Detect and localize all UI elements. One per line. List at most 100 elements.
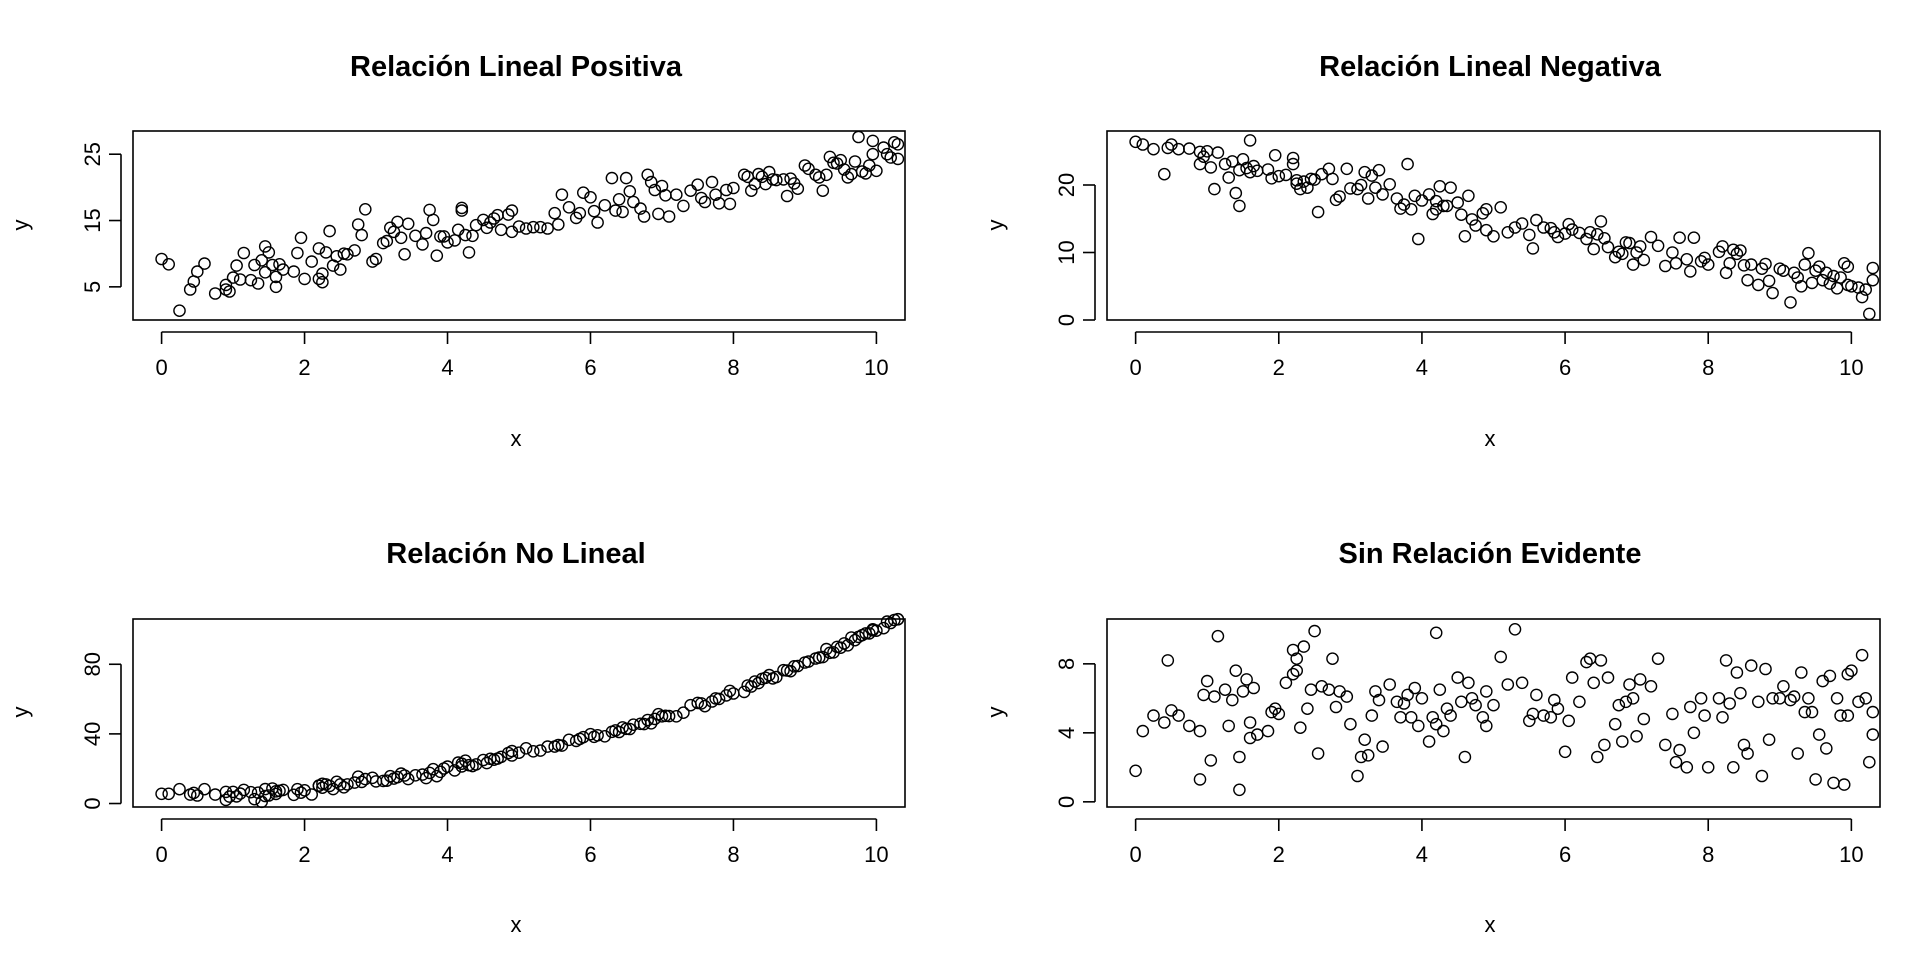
data-point [394,231,408,245]
data-point [1404,202,1418,216]
y-tick-label: 0 [1054,314,1079,326]
data-point [223,285,236,298]
data-point [1591,750,1604,764]
data-point [1841,709,1855,722]
data-point [341,778,354,791]
data-point [1129,135,1142,149]
data-point [1129,764,1142,778]
data-point [1204,161,1218,174]
data-point [519,742,533,755]
data-point [802,655,815,668]
data-point [419,226,433,240]
data-point [1354,178,1368,192]
data-point [1784,693,1797,707]
data-point [1644,680,1658,693]
data-point [791,182,805,195]
data-point [1390,695,1404,709]
data-point [1744,258,1758,271]
data-point [173,782,186,796]
y-axis: 5 15 25 [80,142,122,293]
data-point [1630,730,1643,743]
data-point [1429,626,1443,640]
data-point [1268,148,1282,162]
y-axis: 0 4 8 [1054,658,1096,808]
data-point [1637,712,1651,726]
data-point [1798,705,1812,719]
data-point [1147,709,1160,722]
data-point [1301,702,1314,716]
data-point [1404,711,1418,724]
scatter-points [155,612,905,809]
data-point [841,171,855,184]
data-point [348,244,361,257]
y-axis: 0 10 20 [1054,173,1096,326]
data-point [870,164,883,178]
data-point [584,727,597,741]
data-point [1565,223,1579,236]
data-point [484,216,497,229]
data-point [1455,208,1468,221]
data-point [1422,188,1436,201]
data-point [770,670,783,684]
data-point [1737,738,1751,752]
data-point [1365,709,1379,722]
x-tick-label: 10 [864,355,888,380]
data-point [1537,709,1550,722]
data-point [1698,709,1711,722]
data-point [1673,743,1686,757]
data-point [1515,217,1529,230]
data-point [1240,673,1253,686]
plot-frame [1106,130,1881,321]
data-point [1369,685,1382,698]
data-point [262,246,276,259]
data-point [1537,221,1550,234]
data-point [1669,256,1683,270]
data-point [1762,274,1776,288]
data-point [1791,747,1804,760]
data-point [1837,778,1851,791]
data-point [1440,702,1454,716]
data-point [637,210,651,223]
data-point [1777,680,1790,693]
data-point [380,234,394,248]
data-point [1200,674,1214,688]
data-point [1326,652,1339,666]
y-tick-label: 40 [80,722,105,746]
data-point [591,729,604,742]
data-point [866,147,880,161]
data-point [1315,680,1328,693]
data-point [816,650,830,664]
y-tick-label: 20 [1054,173,1079,197]
x-tick-label: 8 [1702,355,1714,380]
data-point [198,782,211,796]
data-point [1340,162,1354,176]
data-point [534,220,547,234]
data-point [1508,623,1522,636]
data-point [1587,242,1600,256]
data-point [644,175,658,189]
data-point [1762,733,1776,747]
data-point [1243,731,1257,745]
data-point [1415,692,1429,705]
data-point [237,246,251,260]
data-point [1684,265,1697,278]
scatter-points [155,130,905,318]
data-point [1551,230,1565,244]
data-point [770,173,783,187]
data-point [155,787,168,801]
data-point [1730,247,1744,261]
data-point [173,304,186,318]
data-point [1701,258,1715,271]
data-point [1845,279,1858,293]
data-point [644,717,658,730]
data-point [1401,688,1414,702]
y-tick-label: 0 [80,797,105,809]
data-point [1218,683,1232,697]
data-point [1286,151,1300,165]
data-point [1383,177,1396,191]
data-point [1612,698,1626,712]
data-point [1243,165,1257,179]
data-point [637,717,651,731]
data-point [1820,742,1833,755]
data-point [441,236,454,249]
